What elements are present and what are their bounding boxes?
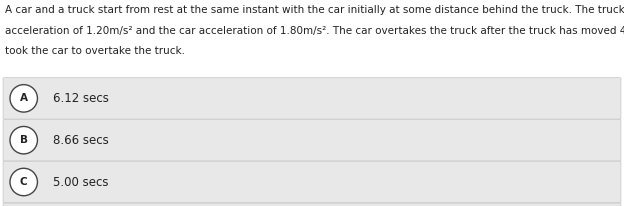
Text: B: B xyxy=(20,135,27,145)
Text: 5.00 secs: 5.00 secs xyxy=(53,176,109,188)
Ellipse shape xyxy=(10,168,37,196)
Text: 8.66 secs: 8.66 secs xyxy=(53,134,109,147)
Text: A: A xyxy=(20,93,27,103)
FancyBboxPatch shape xyxy=(3,119,621,161)
Ellipse shape xyxy=(10,126,37,154)
Text: A car and a truck start from rest at the same instant with the car initially at : A car and a truck start from rest at the… xyxy=(5,5,624,15)
Text: acceleration of 1.20m/s² and the car acceleration of 1.80m/s². The car overtakes: acceleration of 1.20m/s² and the car acc… xyxy=(5,26,624,36)
Text: C: C xyxy=(20,177,27,187)
FancyBboxPatch shape xyxy=(3,203,621,206)
Ellipse shape xyxy=(10,85,37,112)
FancyBboxPatch shape xyxy=(3,78,621,119)
Text: 6.12 secs: 6.12 secs xyxy=(53,92,109,105)
FancyBboxPatch shape xyxy=(3,161,621,203)
Text: took the car to overtake the truck.: took the car to overtake the truck. xyxy=(5,46,185,56)
